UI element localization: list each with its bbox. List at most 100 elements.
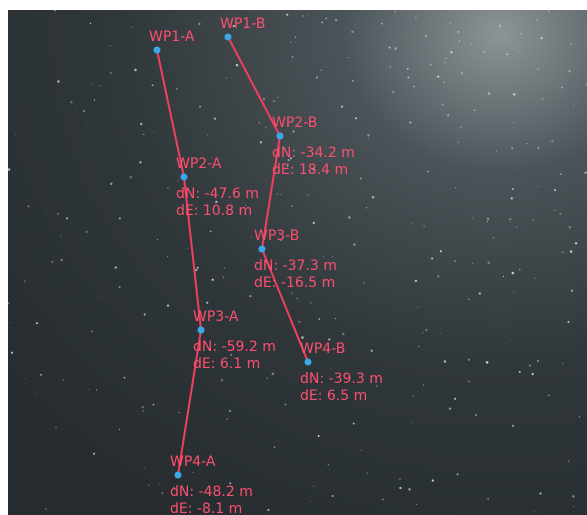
speckle bbox=[260, 141, 262, 143]
speckle bbox=[63, 380, 64, 381]
speckle bbox=[197, 267, 199, 269]
speckle bbox=[159, 484, 160, 485]
speckle bbox=[444, 62, 445, 63]
speckle bbox=[296, 298, 298, 300]
speckle bbox=[532, 373, 534, 375]
speckle bbox=[55, 426, 57, 428]
speckle bbox=[179, 412, 181, 414]
speckle bbox=[88, 389, 89, 390]
speckle bbox=[167, 305, 169, 307]
speckle bbox=[226, 77, 227, 78]
speckle bbox=[537, 360, 539, 362]
speckle bbox=[298, 321, 300, 323]
waypoint-marker bbox=[175, 472, 182, 479]
speckle bbox=[534, 277, 536, 279]
speckle bbox=[86, 123, 87, 124]
speckle bbox=[214, 118, 216, 120]
speckle bbox=[432, 479, 434, 481]
speckle bbox=[295, 37, 297, 39]
speckle bbox=[348, 57, 349, 58]
speckle bbox=[455, 187, 456, 188]
speckle bbox=[143, 134, 144, 135]
speckle bbox=[513, 291, 514, 292]
speckle bbox=[392, 91, 394, 93]
speckle bbox=[167, 256, 168, 257]
speckle bbox=[352, 80, 354, 82]
speckle bbox=[119, 286, 121, 288]
speckle bbox=[411, 422, 412, 423]
speckle bbox=[506, 54, 508, 56]
speckle bbox=[475, 414, 477, 416]
speckle bbox=[488, 92, 491, 95]
speckle bbox=[206, 302, 208, 304]
speckle bbox=[573, 506, 574, 507]
speckle bbox=[381, 23, 382, 24]
speckle bbox=[479, 292, 481, 294]
speckle bbox=[567, 321, 569, 323]
speckle bbox=[573, 105, 574, 106]
speckle bbox=[411, 223, 412, 224]
waypoint-marker bbox=[225, 34, 232, 41]
speckle bbox=[318, 318, 320, 320]
speckle bbox=[423, 384, 424, 385]
speckle bbox=[416, 504, 417, 505]
speckle bbox=[450, 51, 452, 53]
speckle bbox=[301, 454, 302, 455]
waypoint-label: WP3-A bbox=[193, 309, 239, 325]
speckle bbox=[45, 508, 46, 509]
speckle bbox=[277, 97, 278, 98]
speckle bbox=[110, 72, 112, 74]
speckle bbox=[555, 327, 556, 328]
speckle bbox=[445, 58, 446, 59]
speckle bbox=[140, 123, 142, 125]
speckle bbox=[141, 406, 143, 408]
speckle bbox=[338, 127, 339, 128]
waypoint-marker bbox=[259, 246, 266, 253]
speckle bbox=[534, 511, 535, 512]
delta-north: dN: -47.6 m bbox=[176, 186, 259, 202]
speckle bbox=[456, 473, 458, 475]
speckle bbox=[144, 313, 146, 315]
speckle bbox=[366, 207, 367, 208]
speckle bbox=[267, 509, 269, 511]
speckle bbox=[221, 379, 223, 381]
speckle bbox=[440, 333, 441, 334]
speckle bbox=[24, 280, 25, 281]
speckle bbox=[499, 24, 501, 26]
speckle bbox=[110, 183, 112, 185]
speckle bbox=[341, 105, 343, 107]
speckle bbox=[36, 322, 38, 324]
speckle bbox=[291, 293, 292, 294]
speckle bbox=[568, 461, 569, 462]
speckle bbox=[57, 213, 59, 215]
speckle bbox=[493, 237, 494, 238]
waypoint-label: WP4-A bbox=[170, 454, 216, 470]
speckle bbox=[554, 209, 556, 211]
speckle bbox=[461, 72, 463, 74]
speckle bbox=[382, 499, 383, 500]
speckle bbox=[321, 21, 323, 23]
delta-north: dN: -39.3 m bbox=[300, 371, 383, 387]
speckle bbox=[488, 262, 490, 264]
speckle bbox=[409, 122, 411, 124]
speckle bbox=[10, 322, 11, 323]
speckle bbox=[538, 186, 539, 187]
speckle bbox=[144, 468, 145, 469]
speckle bbox=[273, 100, 274, 101]
speckle bbox=[532, 219, 534, 221]
speckle bbox=[272, 373, 275, 376]
speckle bbox=[454, 398, 456, 400]
speckle bbox=[238, 146, 239, 147]
speckle bbox=[313, 486, 314, 487]
speckle bbox=[474, 109, 476, 111]
speckle bbox=[468, 299, 469, 300]
speckle bbox=[153, 132, 154, 133]
speckle bbox=[134, 69, 137, 72]
speckle bbox=[516, 227, 517, 228]
speckle bbox=[124, 377, 126, 379]
speckle bbox=[292, 56, 294, 58]
speckle bbox=[457, 142, 459, 144]
speckle bbox=[575, 242, 577, 244]
speckle bbox=[251, 237, 252, 238]
speckle bbox=[418, 346, 419, 347]
